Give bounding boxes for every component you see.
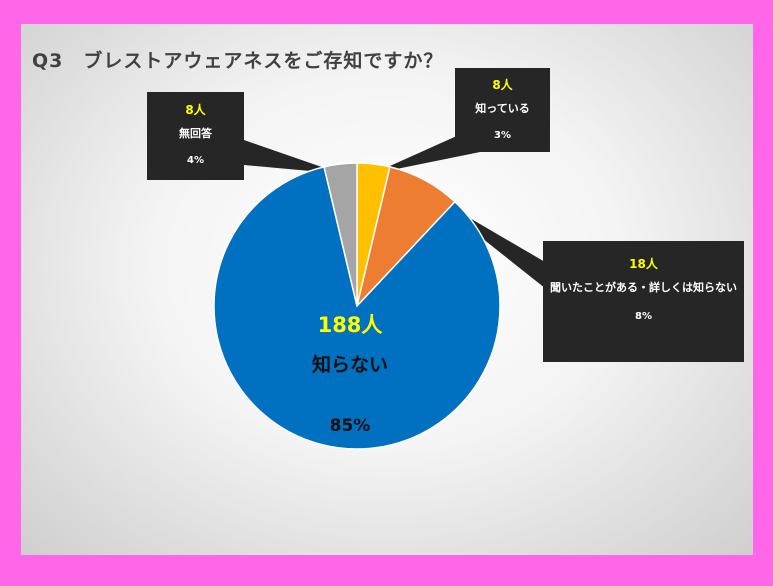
callout-count: 8人 — [185, 103, 206, 117]
callout-percent: 8% — [635, 311, 652, 322]
callout-count: 8人 — [492, 78, 513, 92]
slice-count-label-shiranai: 188人 — [318, 313, 383, 337]
slice-percent-label-shiranai: 85% — [330, 416, 371, 436]
callout-pointer-kiitakotogaaru — [419, 188, 560, 300]
callout-shitteiru: 8人 知っている 3% — [455, 68, 550, 152]
callout-label: 知っている — [475, 102, 530, 115]
slice-name-label-shiranai: 知らない — [312, 353, 388, 376]
callout-label: 無回答 — [179, 127, 212, 140]
callout-percent: 3% — [494, 130, 511, 141]
callout-kiitakotogaaru: 18人 聞いたことがある・詳しくは知らない 8% — [543, 241, 744, 362]
callout-percent: 4% — [187, 155, 204, 166]
slice-shiranai — [213, 165, 501, 450]
callout-pointer-mukaito — [244, 140, 342, 174]
callout-label: 聞いたことがある・詳しくは知らない — [550, 281, 737, 294]
chart-title: Q3 ブレストアウェアネスをご存知ですか？ — [32, 50, 444, 72]
callout-mukaito: 8人 無回答 4% — [147, 92, 244, 180]
callout-count: 18人 — [629, 257, 658, 271]
slice-mukaito — [323, 162, 358, 307]
